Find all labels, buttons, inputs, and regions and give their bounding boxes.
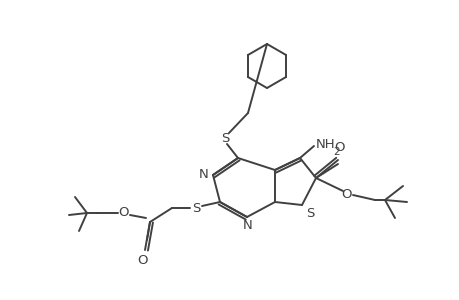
Text: O: O — [118, 206, 129, 220]
Text: S: S — [220, 131, 229, 145]
Text: S: S — [305, 207, 313, 220]
Text: NH: NH — [315, 137, 335, 151]
Text: N: N — [199, 169, 208, 182]
Text: 2: 2 — [332, 147, 339, 157]
Text: O: O — [341, 188, 352, 202]
Text: S: S — [191, 202, 200, 214]
Text: O: O — [137, 254, 148, 267]
Text: O: O — [334, 141, 345, 154]
Text: N: N — [243, 219, 252, 232]
